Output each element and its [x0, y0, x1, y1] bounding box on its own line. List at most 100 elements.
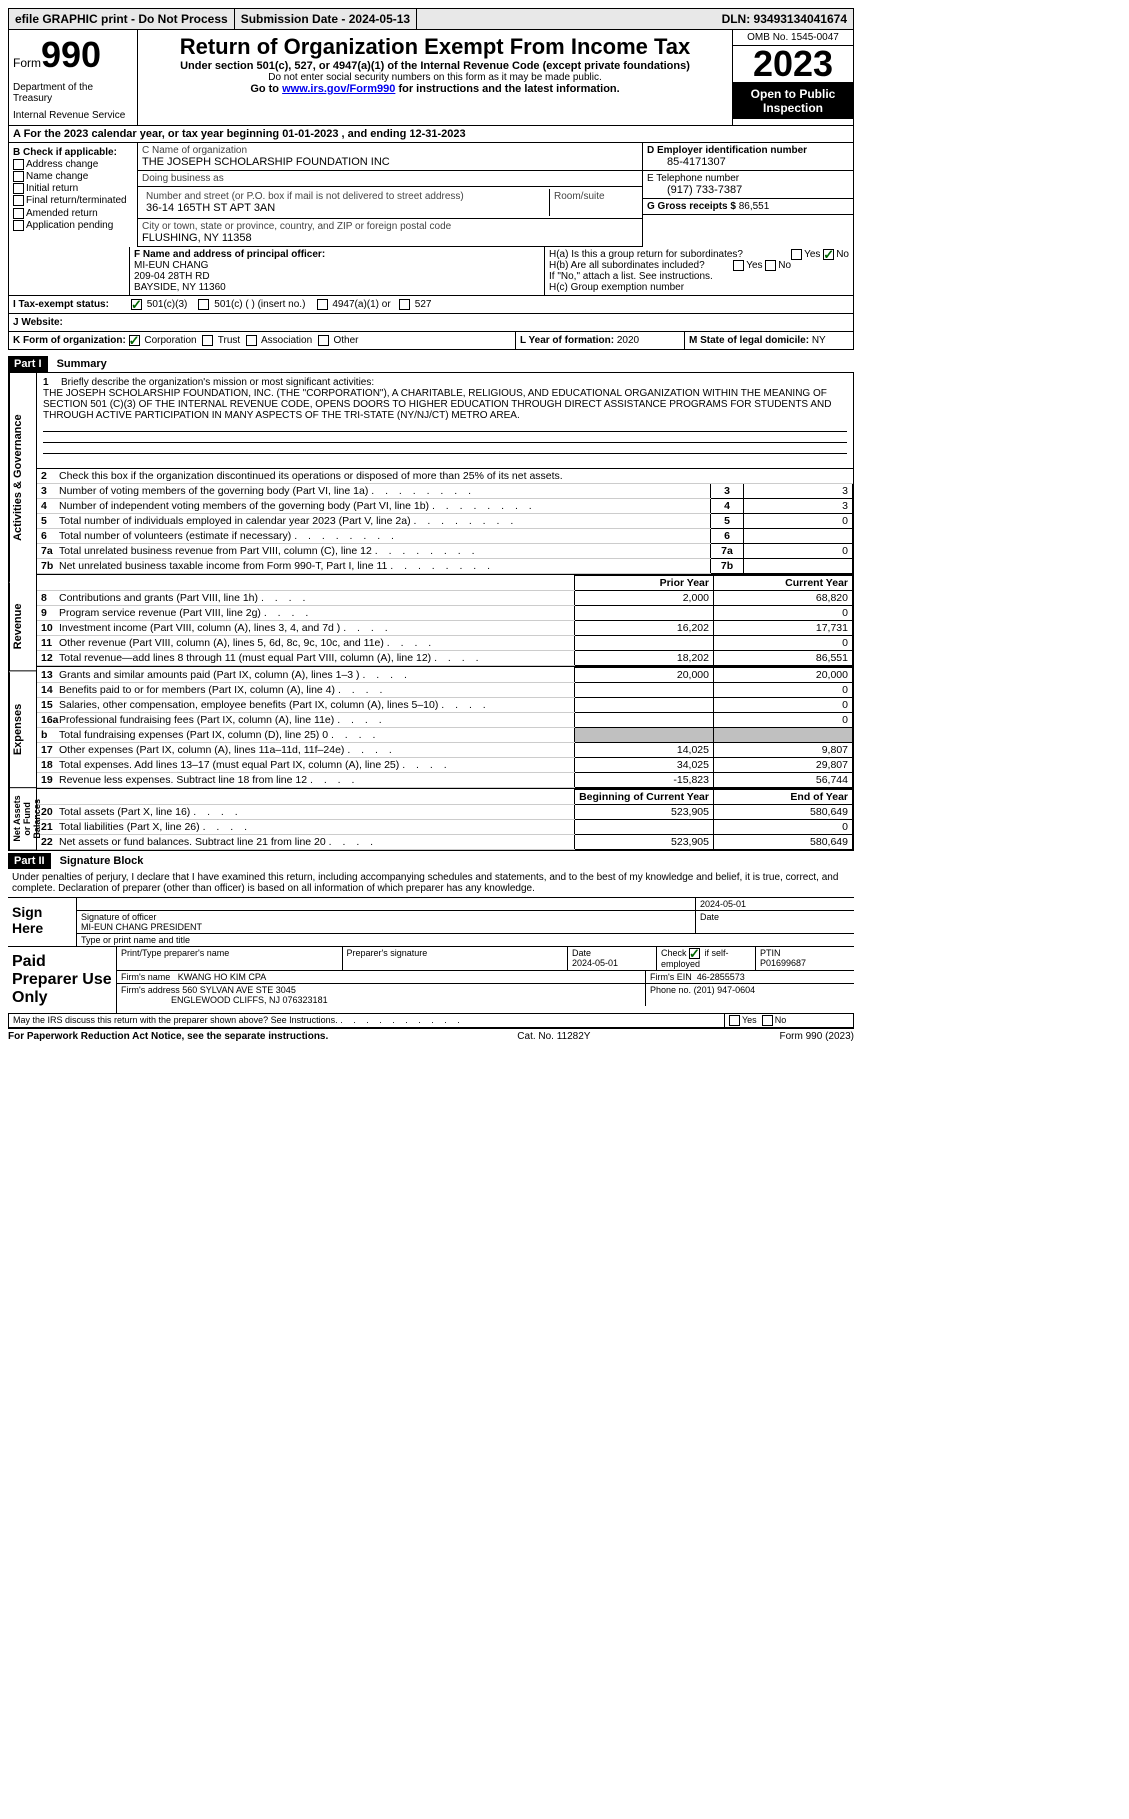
top-bar: efile GRAPHIC print - Do Not Process Sub… — [8, 8, 854, 30]
sig-officer-lbl: Signature of officer — [81, 912, 156, 922]
table-row: 9Program service revenue (Part VIII, lin… — [37, 606, 853, 621]
checkbox-assoc[interactable] — [246, 335, 257, 346]
phone-label: E Telephone number — [647, 173, 739, 184]
irs-link[interactable]: www.irs.gov/Form990 — [282, 83, 395, 95]
form-title: Return of Organization Exempt From Incom… — [146, 34, 724, 60]
table-row: 19Revenue less expenses. Subtract line 1… — [37, 773, 853, 788]
paperwork-notice: For Paperwork Reduction Act Notice, see … — [8, 1031, 328, 1042]
discuss-text: May the IRS discuss this return with the… — [13, 1015, 338, 1025]
table-row: 21Total liabilities (Part X, line 26) . … — [37, 820, 853, 835]
checkbox-address-change[interactable] — [13, 159, 24, 170]
tax-year: 2023 — [733, 46, 853, 83]
checkbox-4947[interactable] — [317, 299, 328, 310]
sig-type-lbl: Type or print name and title — [77, 934, 854, 946]
section-a-text: A For the 2023 calendar year, or tax yea… — [13, 128, 466, 140]
table-row: 22Net assets or fund balances. Subtract … — [37, 835, 853, 850]
checkbox-501c[interactable] — [198, 299, 209, 310]
efile-label: efile GRAPHIC print - Do Not Process — [9, 9, 235, 29]
part1-content: Activities & Governance Revenue Expenses… — [8, 372, 854, 851]
sig-declaration: Under penalties of perjury, I declare th… — [8, 869, 854, 898]
table-row: 16aProfessional fundraising fees (Part I… — [37, 713, 853, 728]
section-a: A For the 2023 calendar year, or tax yea… — [8, 126, 854, 143]
part1-header-row: Part I Summary — [8, 356, 854, 372]
part2-header: Part II — [8, 853, 51, 869]
checkbox-selfemp[interactable] — [689, 948, 700, 959]
table-row: 8Contributions and grants (Part VIII, li… — [37, 591, 853, 606]
sign-here-block: Sign Here 2024-05-01 Signature of office… — [8, 898, 854, 947]
checkbox-corp[interactable] — [129, 335, 140, 346]
entity-block: B Check if applicable: Address change Na… — [8, 143, 854, 247]
table-row: 18Total expenses. Add lines 13–17 (must … — [37, 758, 853, 773]
dln: DLN: 93493134041674 — [716, 9, 853, 29]
table-row: 15Salaries, other compensation, employee… — [37, 698, 853, 713]
form-header: Form990 Department of the Treasury Inter… — [8, 30, 854, 126]
dba-label: Doing business as — [142, 173, 638, 184]
city-label: City or town, state or province, country… — [142, 221, 638, 232]
table-row: 7aTotal unrelated business revenue from … — [37, 544, 853, 559]
checkbox-name-change[interactable] — [13, 171, 24, 182]
form-number: 990 — [41, 34, 101, 75]
checkbox-501c3[interactable] — [131, 299, 142, 310]
line2-text: Check this box if the organization disco… — [59, 470, 563, 482]
header-right: OMB No. 1545-0047 2023 Open to Public In… — [732, 30, 853, 125]
checkbox-527[interactable] — [399, 299, 410, 310]
firm-addr1: 560 SYLVAN AVE STE 3045 — [182, 985, 296, 995]
vert-activities: Activities & Governance — [9, 373, 36, 582]
hc-label: H(c) Group exemption number — [549, 282, 849, 293]
mission-text: THE JOSEPH SCHOLARSHIP FOUNDATION, INC. … — [43, 388, 831, 421]
tax-status-label: I Tax-exempt status: — [9, 296, 127, 313]
begin-year-hdr: Beginning of Current Year — [575, 790, 714, 805]
table-row: 4Number of independent voting members of… — [37, 499, 853, 514]
officer-city: BAYSIDE, NY 11360 — [134, 282, 226, 293]
form-word: Form — [13, 56, 41, 70]
table-row: 13Grants and similar amounts paid (Part … — [37, 668, 853, 683]
checkbox-other[interactable] — [318, 335, 329, 346]
firm-name: KWANG HO KIM CPA — [178, 972, 267, 982]
checkbox-initial-return[interactable] — [13, 183, 24, 194]
hb-yes[interactable] — [733, 260, 744, 271]
mission-label: Briefly describe the organization's miss… — [61, 377, 374, 388]
dept-treasury: Department of the Treasury — [13, 82, 133, 104]
domicile: NY — [812, 335, 826, 346]
goto-prefix: Go to — [250, 83, 282, 95]
governance-block: 2Check this box if the organization disc… — [37, 469, 853, 575]
ha-yes[interactable] — [791, 249, 802, 260]
org-name: THE JOSEPH SCHOLARSHIP FOUNDATION INC — [142, 156, 638, 168]
prep-phone: (201) 947-0604 — [694, 985, 756, 995]
ha-no[interactable] — [823, 249, 834, 260]
hb-note: If "No," attach a list. See instructions… — [549, 271, 849, 282]
gross-label: G Gross receipts $ — [647, 201, 736, 212]
vert-revenue: Revenue — [9, 582, 36, 671]
page-footer: For Paperwork Reduction Act Notice, see … — [8, 1028, 854, 1044]
section-klm: K Form of organization: Corporation Trus… — [8, 332, 854, 350]
ein-value: 85-4171307 — [647, 156, 726, 168]
ein-label: D Employer identification number — [647, 145, 807, 156]
vert-expenses: Expenses — [9, 672, 36, 788]
discuss-yes[interactable] — [729, 1015, 740, 1026]
form-subtitle: Under section 501(c), 527, or 4947(a)(1)… — [146, 60, 724, 72]
table-row: 12Total revenue—add lines 8 through 11 (… — [37, 651, 853, 666]
section-b-label: B Check if applicable: — [13, 147, 117, 158]
discuss-no[interactable] — [762, 1015, 773, 1026]
checkbox-amended[interactable] — [13, 208, 24, 219]
sig-date-1: 2024-05-01 — [696, 898, 854, 910]
ssn-warning: Do not enter social security numbers on … — [146, 72, 724, 83]
header-left: Form990 Department of the Treasury Inter… — [9, 30, 138, 125]
prep-date: 2024-05-01 — [572, 958, 618, 968]
irs-label: Internal Revenue Service — [13, 110, 133, 121]
table-row: 11Other revenue (Part VIII, column (A), … — [37, 636, 853, 651]
firm-addr2: ENGLEWOOD CLIFFS, NJ 076323181 — [171, 995, 328, 1005]
section-i: I Tax-exempt status: 501(c)(3) 501(c) ( … — [8, 296, 854, 314]
section-b: B Check if applicable: Address change Na… — [9, 143, 138, 247]
date-label: Date — [696, 911, 854, 933]
checkbox-application[interactable] — [13, 220, 24, 231]
netassets-block: Beginning of Current YearEnd of Year 20T… — [37, 789, 853, 850]
section-f: F Name and address of principal officer:… — [130, 247, 544, 295]
checkbox-trust[interactable] — [202, 335, 213, 346]
hb-no[interactable] — [765, 260, 776, 271]
checkbox-final-return[interactable] — [13, 195, 24, 206]
street-value: 36-14 165TH ST APT 3AN — [146, 202, 545, 214]
officer-street: 209-04 28TH RD — [134, 271, 210, 282]
table-row: bTotal fundraising expenses (Part IX, co… — [37, 728, 853, 743]
officer-label: F Name and address of principal officer: — [134, 249, 325, 260]
